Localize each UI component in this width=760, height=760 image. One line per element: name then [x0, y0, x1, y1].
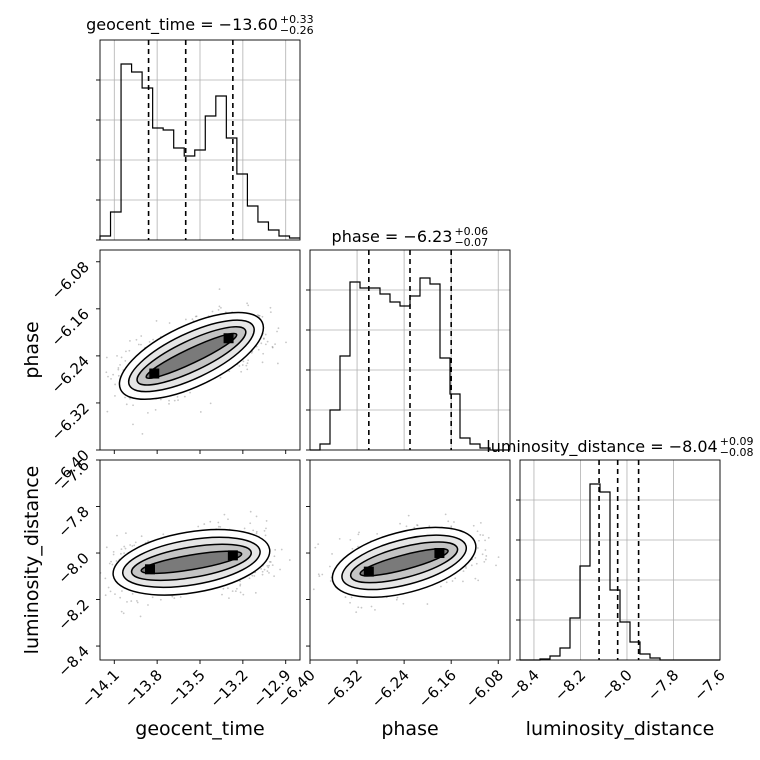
mode-peak-geocent_time-phase-1	[223, 333, 234, 344]
hist-grid-geocent_time	[100, 40, 300, 240]
contour-geocent_time-luminosity_distance-3	[140, 550, 243, 575]
histogram-geocent_time	[99, 63, 300, 240]
x-tick-label-geocent_time-0: −14.1	[78, 666, 123, 711]
y-tick-label-luminosity_distance-3: −7.8	[54, 503, 92, 541]
x-axis-label-phase: phase	[381, 718, 438, 740]
x-tick-label-phase-4: −6.08	[462, 666, 507, 711]
hist-frame-phase	[309, 249, 511, 451]
title-main-geocent_time: geocent_time = −13.60	[86, 15, 278, 35]
contour-phase-luminosity_distance-3	[359, 548, 449, 577]
mode-peak-geocent_time-phase-0	[149, 368, 160, 379]
x-tick-label-luminosity_distance-2: −8.0	[597, 666, 635, 704]
joint-frame-geocent_time-luminosity_distance	[99, 459, 301, 661]
y-axis-label-phase: phase	[21, 321, 43, 378]
title-minus-phase: −0.07	[454, 236, 488, 249]
histogram-luminosity_distance	[520, 483, 720, 661]
joint-frame-phase-luminosity_distance	[309, 459, 511, 661]
title-plus-geocent_time: +0.33	[280, 13, 314, 26]
joint-panel-geocent_time-luminosity_distance	[96, 459, 301, 664]
x-tick-label-luminosity_distance-0: −8.4	[504, 666, 542, 704]
panel-title-phase: phase = −6.23 +0.06−0.07	[332, 225, 489, 249]
mode-peak-phase-luminosity_distance-1	[434, 548, 445, 559]
x-tick-label-geocent_time-2: −13.5	[164, 666, 209, 711]
panel-title-geocent_time: geocent_time = −13.60 +0.33−0.26	[86, 13, 314, 37]
y-tick-label-phase-3: −6.16	[48, 305, 93, 350]
x-tick-label-phase-3: −6.16	[415, 666, 460, 711]
x-tick-label-phase-2: −6.24	[368, 666, 413, 711]
x-tick-label-luminosity_distance-1: −8.2	[551, 666, 589, 704]
y-tick-label-luminosity_distance-2: −8.0	[54, 549, 92, 587]
x-tick-label-geocent_time-3: −13.2	[206, 666, 251, 711]
contour-geocent_time-phase-3	[145, 332, 238, 380]
x-axis-label-luminosity_distance: luminosity_distance	[526, 718, 715, 740]
mode-peak-geocent_time-luminosity_distance-0	[145, 564, 155, 575]
hist-grid-luminosity_distance	[520, 460, 721, 660]
joint-frame-geocent_time-phase	[99, 249, 301, 451]
title-minus-luminosity_distance: −0.08	[720, 446, 754, 459]
title-minus-geocent_time: −0.26	[280, 24, 314, 37]
hist-frame-luminosity_distance	[519, 459, 721, 661]
hist-frame-geocent_time	[99, 39, 301, 241]
mode-peak-geocent_time-luminosity_distance-1	[227, 550, 238, 561]
x-axis-label-geocent_time: geocent_time	[135, 718, 264, 740]
title-plus-luminosity_distance: +0.09	[720, 435, 754, 448]
title-main-phase: phase = −6.23	[332, 227, 453, 246]
y-tick-label-luminosity_distance-1: −8.2	[54, 596, 92, 634]
x-tick-label-luminosity_distance-4: −7.6	[690, 666, 728, 704]
y-tick-label-phase-1: −6.32	[48, 399, 93, 444]
joint-panel-phase-luminosity_distance	[306, 459, 511, 664]
x-tick-label-luminosity_distance-3: −7.8	[644, 666, 682, 704]
joint-panel-geocent_time-phase	[96, 249, 301, 454]
y-tick-label-luminosity_distance-0: −8.4	[54, 642, 92, 680]
x-tick-label-geocent_time-1: −13.8	[121, 666, 166, 711]
title-main-luminosity_distance: luminosity_distance = −8.04	[486, 437, 717, 457]
mode-peak-phase-luminosity_distance-0	[363, 566, 374, 577]
histogram-phase	[310, 277, 510, 451]
hist-panel-geocent_time	[96, 39, 301, 241]
hist-panel-luminosity_distance	[516, 459, 721, 661]
x-tick-label-phase-1: −6.32	[321, 666, 366, 711]
title-plus-phase: +0.06	[454, 225, 488, 238]
hist-panel-phase	[306, 249, 511, 451]
y-tick-label-phase-4: −6.08	[48, 258, 93, 303]
y-tick-label-phase-2: −6.24	[48, 352, 93, 397]
panel-title-luminosity_distance: luminosity_distance = −8.04 +0.09−0.08	[486, 435, 753, 459]
y-axis-label-luminosity_distance: luminosity_distance	[21, 466, 43, 655]
